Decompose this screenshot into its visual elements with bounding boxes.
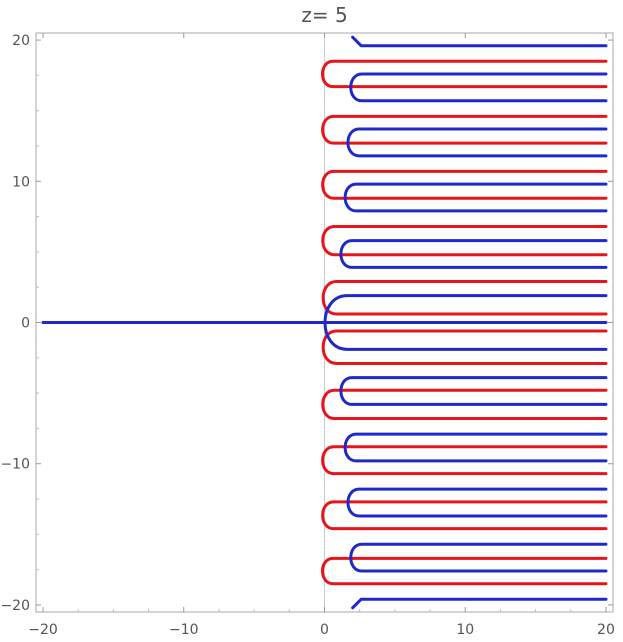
- y-tick-label: 20: [12, 33, 30, 49]
- x-tick-label: 0: [320, 622, 329, 638]
- red-curve-5: [321, 280, 608, 316]
- blue-curve-1: [349, 72, 608, 103]
- plot-curves: [41, 35, 608, 610]
- blue-curve-7: [343, 432, 608, 463]
- axis-ticks: −20 −10 0 10 20 −20 −10 0 10 20: [0, 33, 615, 638]
- x-tick-label: 10: [456, 622, 474, 638]
- red-curve-10: [321, 556, 608, 586]
- chart-title: z= 5: [301, 3, 347, 27]
- y-tick-label: 0: [21, 316, 30, 332]
- red-curve-9: [321, 500, 608, 531]
- red-curve-2: [321, 114, 608, 145]
- x-tick-label: −10: [169, 622, 199, 638]
- red-curve-1: [321, 59, 608, 89]
- y-tick-label: 10: [12, 174, 30, 190]
- blue-curve-4: [339, 239, 608, 269]
- y-tick-label: −20: [0, 598, 30, 614]
- blue-line-2: [351, 35, 608, 48]
- blue-curve-6: [339, 376, 608, 406]
- blue-line-3: [351, 597, 608, 610]
- red-curve-7: [321, 388, 608, 421]
- red-curve-8: [321, 445, 608, 476]
- blue-curve-3: [343, 182, 608, 213]
- y-tick-label: −10: [0, 457, 30, 473]
- red-curve-3: [321, 169, 608, 200]
- x-tick-label: −20: [28, 622, 58, 638]
- blue-curve-2: [346, 127, 608, 158]
- blue-curve-8: [346, 487, 608, 518]
- red-curve-4: [321, 224, 608, 257]
- x-tick-label: 20: [597, 622, 615, 638]
- blue-curve-9: [349, 542, 608, 573]
- red-curve-6: [321, 329, 608, 365]
